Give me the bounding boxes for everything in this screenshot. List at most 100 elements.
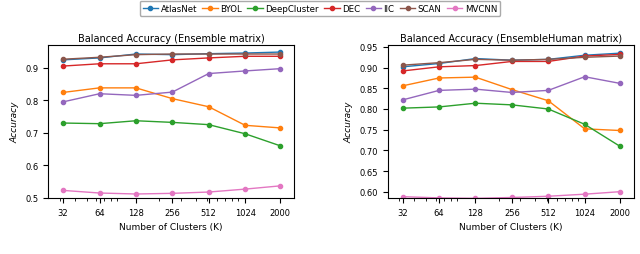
SCAN [205,53,212,56]
BYOL [95,87,103,90]
BYOL [545,100,552,103]
DeepCluster [581,123,589,126]
DeepCluster [399,107,406,110]
Line: AtlasNet: AtlasNet [401,52,622,70]
DeepCluster [435,106,443,109]
SCAN [581,57,589,60]
AtlasNet [241,52,249,55]
DEC [132,63,140,66]
AtlasNet [205,53,212,56]
MVCNN [276,185,284,188]
Line: AtlasNet: AtlasNet [61,51,282,63]
MVCNN [472,197,479,200]
DeepCluster [508,104,516,107]
AtlasNet [581,55,589,58]
Line: MVCNN: MVCNN [401,190,622,201]
Legend: AtlasNet, BYOL, DeepCluster, DEC, IIC, SCAN, MVCNN: AtlasNet, BYOL, DeepCluster, DEC, IIC, S… [140,2,500,17]
DEC [435,66,443,69]
Line: SCAN: SCAN [61,53,282,62]
DEC [205,57,212,60]
Line: SCAN: SCAN [401,55,622,68]
BYOL [241,124,249,127]
Line: MVCNN: MVCNN [61,184,282,196]
Title: Balanced Accuracy (Ensemble matrix): Balanced Accuracy (Ensemble matrix) [77,34,264,44]
MVCNN [168,192,176,195]
IIC [205,73,212,76]
DeepCluster [205,124,212,127]
Line: IIC: IIC [61,67,282,105]
SCAN [132,54,140,57]
IIC [581,76,589,79]
BYOL [508,89,516,92]
Line: IIC: IIC [401,75,622,103]
Line: DeepCluster: DeepCluster [401,102,622,149]
DEC [508,61,516,64]
IIC [132,94,140,98]
X-axis label: Number of Clusters (K): Number of Clusters (K) [119,222,223,231]
BYOL [399,85,406,88]
SCAN [60,58,67,61]
DEC [581,55,589,58]
Line: DEC: DEC [401,53,622,74]
DEC [276,56,284,59]
MVCNN [132,193,140,196]
BYOL [472,76,479,79]
DEC [60,65,67,68]
DeepCluster [241,133,249,136]
SCAN [435,62,443,65]
BYOL [616,130,623,133]
IIC [616,83,623,86]
Line: DEC: DEC [61,55,282,69]
DeepCluster [132,120,140,123]
DEC [95,63,103,66]
BYOL [435,77,443,80]
Line: BYOL: BYOL [61,86,282,131]
AtlasNet [132,53,140,56]
X-axis label: Number of Clusters (K): Number of Clusters (K) [459,222,563,231]
IIC [241,70,249,73]
DeepCluster [95,123,103,126]
SCAN [168,53,176,56]
AtlasNet [399,66,406,69]
BYOL [132,87,140,90]
IIC [399,99,406,102]
AtlasNet [168,54,176,57]
MVCNN [545,195,552,198]
IIC [60,101,67,104]
DEC [241,56,249,59]
IIC [276,68,284,71]
BYOL [205,106,212,109]
DeepCluster [472,102,479,105]
IIC [168,91,176,94]
AtlasNet [616,52,623,55]
MVCNN [241,188,249,191]
SCAN [545,59,552,62]
SCAN [508,59,516,62]
DEC [545,61,552,64]
AtlasNet [545,59,552,62]
AtlasNet [95,57,103,60]
DeepCluster [168,121,176,124]
MVCNN [581,193,589,196]
AtlasNet [508,59,516,62]
MVCNN [399,195,406,198]
AtlasNet [435,63,443,66]
SCAN [95,57,103,60]
Title: Balanced Accuracy (EnsembleHuman matrix): Balanced Accuracy (EnsembleHuman matrix) [399,34,621,44]
AtlasNet [276,51,284,54]
IIC [95,93,103,96]
DeepCluster [60,122,67,125]
SCAN [616,55,623,58]
IIC [472,88,479,91]
MVCNN [205,191,212,194]
BYOL [581,128,589,131]
BYOL [168,98,176,101]
DEC [399,70,406,73]
SCAN [399,64,406,67]
MVCNN [616,190,623,194]
IIC [435,89,443,92]
IIC [508,91,516,94]
MVCNN [435,197,443,200]
Line: DeepCluster: DeepCluster [61,119,282,148]
DEC [616,54,623,57]
